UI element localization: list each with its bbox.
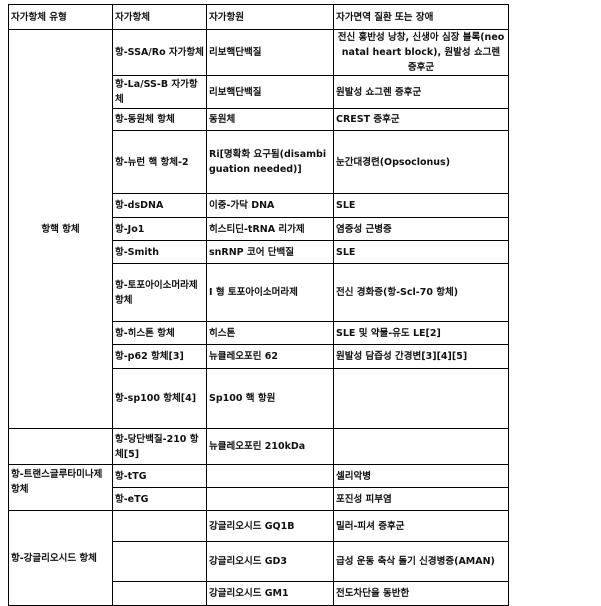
table-row: 항핵 항체항-SSA/Ro 자가항체리보핵단백질전신 홍반성 낭창, 신생아 심…: [9, 30, 509, 76]
cell-disease: SLE: [334, 241, 509, 264]
cell-antigen: snRNP 코어 단백질: [207, 241, 334, 264]
cell-disease: SLE 및 약물-유도 LE[2]: [334, 322, 509, 345]
cell-disease: CREST 증후군: [334, 109, 509, 131]
header-disease: 자가면역 질환 또는 장애: [334, 5, 509, 30]
cell-antibody: 항-히스톤 항체: [113, 322, 207, 345]
cell-antibody: 항-sp100 항체[4]: [113, 369, 207, 429]
cell-antibody-type: 항-트랜스글루타미나제 항체: [9, 465, 113, 511]
header-antigen: 자가항원: [207, 5, 334, 30]
cell-antibody: 항-La/SS-B 자가항체: [113, 76, 207, 109]
cell-antibody: 항-tTG: [113, 465, 207, 488]
cell-antigen: I 형 토포아이소머라제: [207, 264, 334, 322]
cell-antigen: 강글리오시드 GM1: [207, 582, 334, 606]
cell-disease: 셀리악병: [334, 465, 509, 488]
table-row: 항-당단백질-210 항체[5]뉴클레오포린 210kDa: [9, 429, 509, 465]
cell-antibody-type: [9, 429, 113, 465]
cell-antigen: 강글리오시드 GQ1B: [207, 511, 334, 542]
cell-antigen: 리보핵단백질: [207, 30, 334, 76]
cell-antibody: 항-뉴런 핵 항체-2: [113, 131, 207, 194]
cell-disease: 원발성 담즙성 간경변[3][4][5]: [334, 345, 509, 369]
cell-disease: 급성 운동 축삭 돌기 신경병증(AMAN): [334, 542, 509, 582]
cell-antigen: 뉴클레오포린 62: [207, 345, 334, 369]
cell-antibody: [113, 511, 207, 542]
header-antibody: 자가항체: [113, 5, 207, 30]
cell-antigen: Ri[명확화 요구됨(disambiguation needed)]: [207, 131, 334, 194]
cell-antibody-type: 항-강글리오시드 항체: [9, 511, 113, 606]
cell-disease: 포진성 피부염: [334, 488, 509, 511]
cell-antigen: 히스티딘-tRNA 리가제: [207, 218, 334, 241]
cell-antigen: 이중-가닥 DNA: [207, 194, 334, 218]
cell-antigen: Sp100 핵 항원: [207, 369, 334, 429]
cell-disease: [334, 369, 509, 429]
cell-antigen: 히스톤: [207, 322, 334, 345]
table-row: 항-강글리오시드 항체강글리오시드 GQ1B밀러-피셔 증후군: [9, 511, 509, 542]
cell-antibody: 항-Jo1: [113, 218, 207, 241]
cell-antibody: 항-토포아이소머라제 항체: [113, 264, 207, 322]
cell-antibody: [113, 542, 207, 582]
cell-antibody: [113, 582, 207, 606]
cell-antigen: 동원체: [207, 109, 334, 131]
cell-disease: [334, 429, 509, 465]
cell-antigen: 뉴클레오포린 210kDa: [207, 429, 334, 465]
cell-antibody-type: 항핵 항체: [9, 30, 113, 429]
cell-disease: SLE: [334, 194, 509, 218]
cell-disease: 전도차단을 동반한: [334, 582, 509, 606]
cell-disease: 원발성 쇼그렌 증후군: [334, 76, 509, 109]
cell-antigen: 강글리오시드 GD3: [207, 542, 334, 582]
cell-antigen: 리보핵단백질: [207, 76, 334, 109]
cell-antibody: 항-당단백질-210 항체[5]: [113, 429, 207, 465]
header-type: 자가항체 유형: [9, 5, 113, 30]
autoantibody-table: 자가항체 유형 자가항체 자가항원 자가면역 질환 또는 장애 항핵 항체항-S…: [8, 4, 509, 606]
cell-antibody: 항-SSA/Ro 자가항체: [113, 30, 207, 76]
table-row: 항-트랜스글루타미나제 항체항-tTG셀리악병: [9, 465, 509, 488]
cell-disease: 눈간대경련(Opsoclonus): [334, 131, 509, 194]
cell-disease: 밀러-피셔 증후군: [334, 511, 509, 542]
cell-disease: 전신 홍반성 낭창, 신생아 심장 블록(neonatal heart bloc…: [334, 30, 509, 76]
cell-antibody: 항-dsDNA: [113, 194, 207, 218]
cell-antigen: [207, 465, 334, 488]
cell-antibody: 항-p62 항체[3]: [113, 345, 207, 369]
header-row: 자가항체 유형 자가항체 자가항원 자가면역 질환 또는 장애: [9, 5, 509, 30]
cell-antibody: 항-eTG: [113, 488, 207, 511]
cell-antigen: [207, 488, 334, 511]
cell-disease: 염증성 근병증: [334, 218, 509, 241]
cell-antibody: 항-Smith: [113, 241, 207, 264]
cell-disease: 전신 경화증(항-Scl-70 항체): [334, 264, 509, 322]
cell-antibody: 항-동원체 항체: [113, 109, 207, 131]
